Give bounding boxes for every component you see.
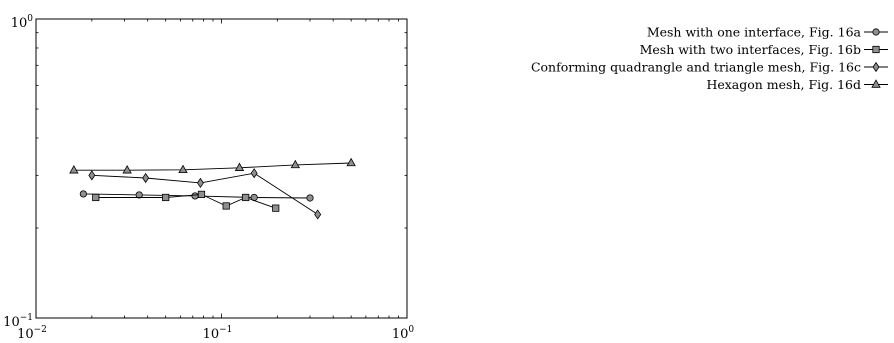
data-point-diamond (142, 172, 150, 184)
series-line (95, 193, 276, 209)
data-point-circle (79, 190, 87, 198)
legend-item: Mesh with two interfaces, Fig. 16b (640, 42, 888, 57)
legend-marker-circle (872, 28, 880, 36)
series-circle (79, 190, 314, 202)
data-point-triangle (346, 157, 356, 167)
data-point-square (222, 202, 230, 210)
tick-label: 10−2 (17, 325, 47, 342)
data-point-circle (135, 191, 143, 199)
tick-label: 100 (392, 325, 415, 342)
series-layer (69, 157, 356, 220)
series-triangle (69, 157, 356, 174)
data-point-square (162, 193, 170, 202)
data-point-square (242, 193, 250, 202)
data-point-circle (306, 194, 314, 202)
tick-label: 10−1 (3, 313, 33, 330)
plot-frame (35, 18, 408, 319)
legend: Mesh with one interface, Fig. 16a Mesh wi… (531, 25, 888, 92)
data-point-triangle (290, 159, 300, 169)
tick-label: 100 (11, 14, 34, 31)
data-point-triangle (178, 164, 188, 174)
series-line (73, 162, 352, 171)
data-point-square (272, 204, 280, 212)
data-point-diamond (196, 177, 204, 189)
data-point-circle (191, 192, 199, 200)
data-point-triangle (234, 162, 245, 171)
legend-marker-triangle (871, 79, 881, 88)
legend-label: Conforming quadrangle and triangle mesh,… (531, 60, 861, 75)
data-point-triangle (122, 165, 132, 174)
data-point-diamond (88, 170, 96, 181)
legend-label: Mesh with two interfaces, Fig. 16b (640, 42, 861, 57)
tick-label: 10−1 (203, 325, 233, 342)
legend-item: Conforming quadrangle and triangle mesh,… (531, 60, 888, 75)
data-point-square (92, 193, 100, 202)
legend-marker-diamond (872, 61, 880, 73)
data-point-square (197, 190, 206, 199)
data-point-diamond (250, 168, 258, 179)
data-point-diamond (314, 209, 322, 220)
legend-marker-square (872, 45, 880, 54)
legend-item: Hexagon mesh, Fig. 16d (706, 77, 888, 92)
series-diamond (88, 168, 322, 220)
series-square (92, 190, 280, 212)
data-point-triangle (69, 165, 79, 174)
legend-item: Mesh with one interface, Fig. 16a (647, 25, 888, 40)
legend-label: Hexagon mesh, Fig. 16d (706, 77, 861, 92)
legend-label: Mesh with one interface, Fig. 16a (647, 25, 862, 40)
